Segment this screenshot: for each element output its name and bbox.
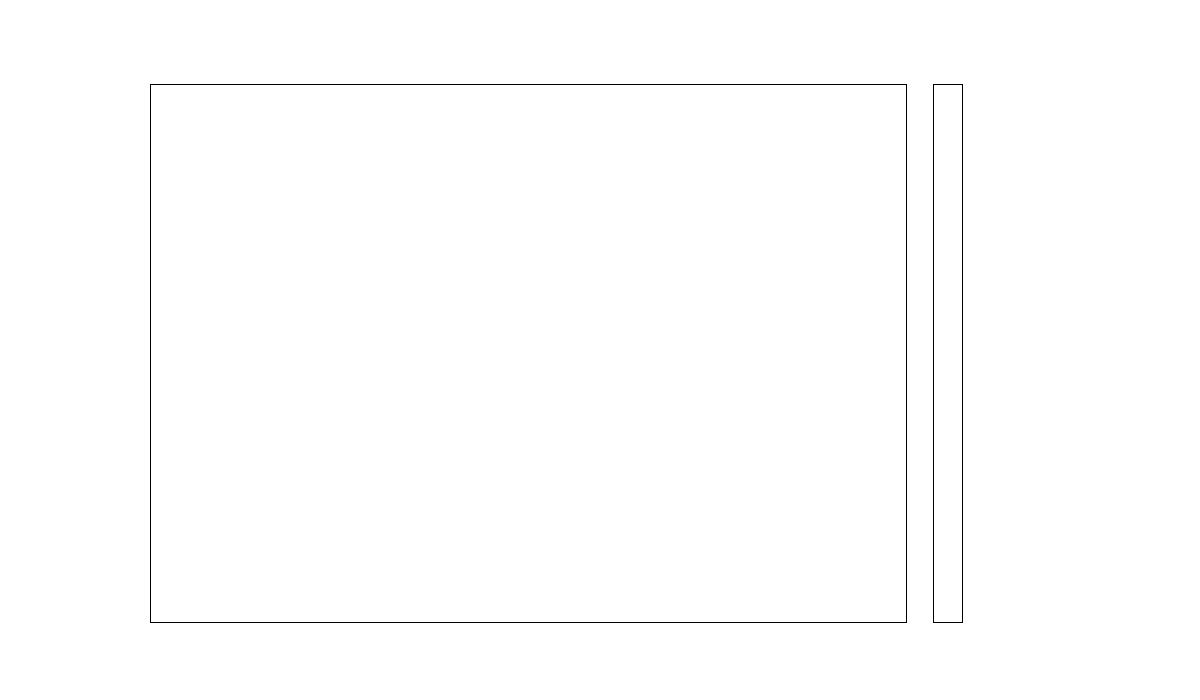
colorbar-gradient-canvas <box>934 85 962 622</box>
plot-area <box>150 84 907 623</box>
colorbar <box>933 84 963 623</box>
heatmap-canvas <box>151 85 906 622</box>
